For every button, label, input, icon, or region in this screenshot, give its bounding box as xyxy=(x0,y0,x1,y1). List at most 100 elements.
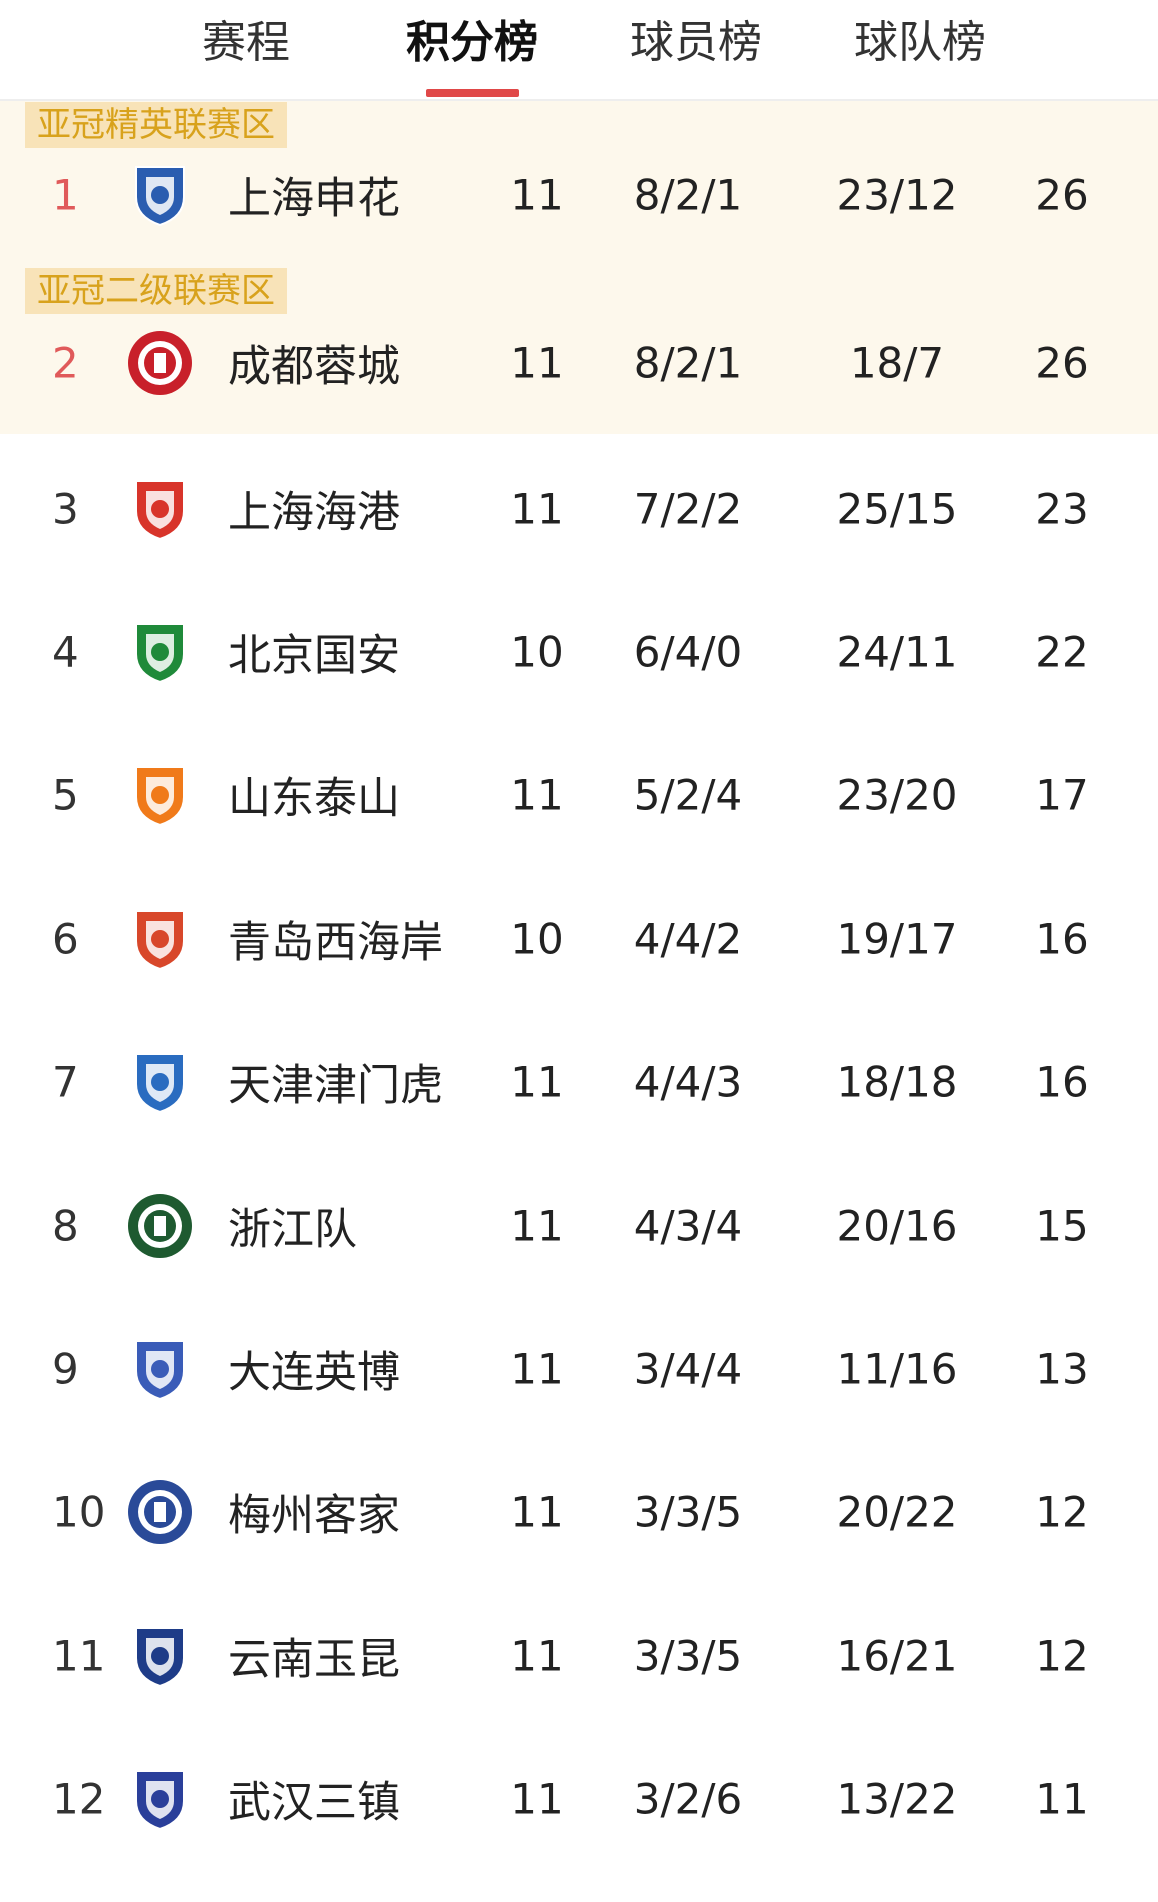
matches-played: 11 xyxy=(510,170,564,220)
win-draw-loss: 8/2/1 xyxy=(633,338,743,388)
rank: 6 xyxy=(52,914,79,964)
table-row[interactable]: 4 北京国安 10 6/4/0 24/11 22 xyxy=(0,602,1158,702)
points: 16 xyxy=(1035,1057,1089,1107)
matches-played: 10 xyxy=(510,627,564,677)
tab-team-rankings[interactable]: 球队榜 xyxy=(854,17,986,68)
table-row[interactable]: 10 梅州客家 11 3/3/5 20/22 12 xyxy=(0,1462,1158,1562)
rank: 9 xyxy=(52,1344,79,1394)
team-name: 青岛西海岸 xyxy=(228,918,443,968)
win-draw-loss: 8/2/1 xyxy=(633,170,743,220)
table-row[interactable]: 5 山东泰山 11 5/2/4 23/20 17 xyxy=(0,745,1158,845)
goals-for-against: 23/12 xyxy=(836,170,958,220)
team-name: 云南玉昆 xyxy=(228,1635,400,1685)
points: 11 xyxy=(1035,1774,1089,1824)
rank: 7 xyxy=(52,1057,79,1107)
qingdao-crest-icon xyxy=(135,910,185,971)
chengdu-crest-icon xyxy=(128,331,192,395)
win-draw-loss: 4/4/2 xyxy=(633,914,743,964)
rank: 1 xyxy=(52,170,79,220)
matches-played: 11 xyxy=(510,1774,564,1824)
rank: 11 xyxy=(52,1631,106,1681)
yunnan-crest-icon xyxy=(135,1627,185,1688)
points: 23 xyxy=(1035,484,1089,534)
matches-played: 11 xyxy=(510,484,564,534)
matches-played: 11 xyxy=(510,1631,564,1681)
team-name: 上海申花 xyxy=(228,174,400,224)
points: 22 xyxy=(1035,627,1089,677)
team-name: 武汉三镇 xyxy=(228,1778,400,1828)
goals-for-against: 11/16 xyxy=(836,1344,958,1394)
points: 12 xyxy=(1035,1631,1089,1681)
team-name: 浙江队 xyxy=(228,1205,357,1255)
tab-bar: 赛程 积分榜 球员榜 球队榜 xyxy=(0,0,1158,101)
team-name: 梅州客家 xyxy=(228,1491,400,1541)
table-row[interactable]: 7 天津津门虎 11 4/4/3 18/18 16 xyxy=(0,1032,1158,1132)
rank: 2 xyxy=(52,338,79,388)
wuhan-crest-icon xyxy=(135,1770,185,1831)
goals-for-against: 25/15 xyxy=(836,484,958,534)
points: 16 xyxy=(1035,914,1089,964)
goals-for-against: 20/16 xyxy=(836,1201,958,1251)
table-row[interactable]: 12 武汉三镇 11 3/2/6 13/22 11 xyxy=(0,1749,1158,1849)
rank: 3 xyxy=(52,484,79,534)
table-row[interactable]: 11 云南玉昆 11 3/3/5 16/21 12 xyxy=(0,1606,1158,1706)
points: 26 xyxy=(1035,338,1089,388)
team-name: 上海海港 xyxy=(228,488,400,538)
points: 26 xyxy=(1035,170,1089,220)
tab-standings[interactable]: 积分榜 xyxy=(406,17,538,68)
win-draw-loss: 7/2/2 xyxy=(633,484,743,534)
tab-player-rankings[interactable]: 球员榜 xyxy=(630,17,762,68)
goals-for-against: 19/17 xyxy=(836,914,958,964)
win-draw-loss: 3/3/5 xyxy=(633,1487,743,1537)
matches-played: 11 xyxy=(510,1057,564,1107)
zone-label-afc-two: 亚冠二级联赛区 xyxy=(25,268,287,314)
qualification-highlight xyxy=(0,101,1158,434)
haigang-crest-icon xyxy=(135,480,185,541)
points: 17 xyxy=(1035,770,1089,820)
win-draw-loss: 3/4/4 xyxy=(633,1344,743,1394)
win-draw-loss: 3/3/5 xyxy=(633,1631,743,1681)
points: 12 xyxy=(1035,1487,1089,1537)
matches-played: 10 xyxy=(510,914,564,964)
tab-schedule[interactable]: 赛程 xyxy=(202,17,290,68)
matches-played: 11 xyxy=(510,338,564,388)
matches-played: 11 xyxy=(510,770,564,820)
team-name: 北京国安 xyxy=(228,631,400,681)
win-draw-loss: 5/2/4 xyxy=(633,770,743,820)
rank: 8 xyxy=(52,1201,79,1251)
rank: 10 xyxy=(52,1487,106,1537)
table-row[interactable]: 2 成都蓉城 11 8/2/1 18/7 26 xyxy=(0,313,1158,413)
team-name: 天津津门虎 xyxy=(228,1061,443,1111)
goals-for-against: 23/20 xyxy=(836,770,958,820)
rank: 4 xyxy=(52,627,79,677)
team-name: 山东泰山 xyxy=(228,774,400,824)
goals-for-against: 24/11 xyxy=(836,627,958,677)
tianjin-crest-icon xyxy=(135,1053,185,1114)
shenhua-crest-icon xyxy=(135,166,185,227)
dalian-crest-icon xyxy=(135,1340,185,1401)
guoan-crest-icon xyxy=(135,623,185,684)
table-row[interactable]: 6 青岛西海岸 10 4/4/2 19/17 16 xyxy=(0,889,1158,989)
win-draw-loss: 6/4/0 xyxy=(633,627,743,677)
team-name: 大连英博 xyxy=(228,1348,400,1398)
zhejiang-crest-icon xyxy=(128,1194,192,1258)
table-row[interactable]: 3 上海海港 11 7/2/2 25/15 23 xyxy=(0,459,1158,559)
taishan-crest-icon xyxy=(135,766,185,827)
goals-for-against: 20/22 xyxy=(836,1487,958,1537)
goals-for-against: 16/21 xyxy=(836,1631,958,1681)
rank: 5 xyxy=(52,770,79,820)
meizhou-crest-icon xyxy=(128,1480,192,1544)
matches-played: 11 xyxy=(510,1487,564,1537)
active-tab-indicator xyxy=(426,89,519,97)
win-draw-loss: 4/4/3 xyxy=(633,1057,743,1107)
points: 15 xyxy=(1035,1201,1089,1251)
table-row[interactable]: 8 浙江队 11 4/3/4 20/16 15 xyxy=(0,1176,1158,1276)
zone-label-afc-elite: 亚冠精英联赛区 xyxy=(25,102,287,148)
table-row[interactable]: 1 上海申花 11 8/2/1 23/12 26 xyxy=(0,145,1158,245)
points: 13 xyxy=(1035,1344,1089,1394)
goals-for-against: 18/7 xyxy=(849,338,945,388)
win-draw-loss: 3/2/6 xyxy=(633,1774,743,1824)
matches-played: 11 xyxy=(510,1344,564,1394)
goals-for-against: 13/22 xyxy=(836,1774,958,1824)
table-row[interactable]: 9 大连英博 11 3/4/4 11/16 13 xyxy=(0,1319,1158,1419)
